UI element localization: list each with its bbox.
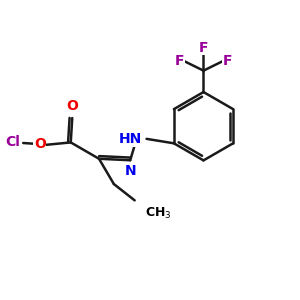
Text: N: N [124, 164, 136, 178]
Text: CH$_3$: CH$_3$ [145, 206, 172, 221]
Text: O: O [66, 99, 78, 113]
Text: Cl: Cl [5, 135, 20, 149]
Text: F: F [223, 54, 232, 68]
Text: F: F [199, 41, 208, 55]
Text: O: O [34, 137, 46, 151]
Text: HN: HN [119, 132, 142, 146]
Text: F: F [175, 54, 184, 68]
